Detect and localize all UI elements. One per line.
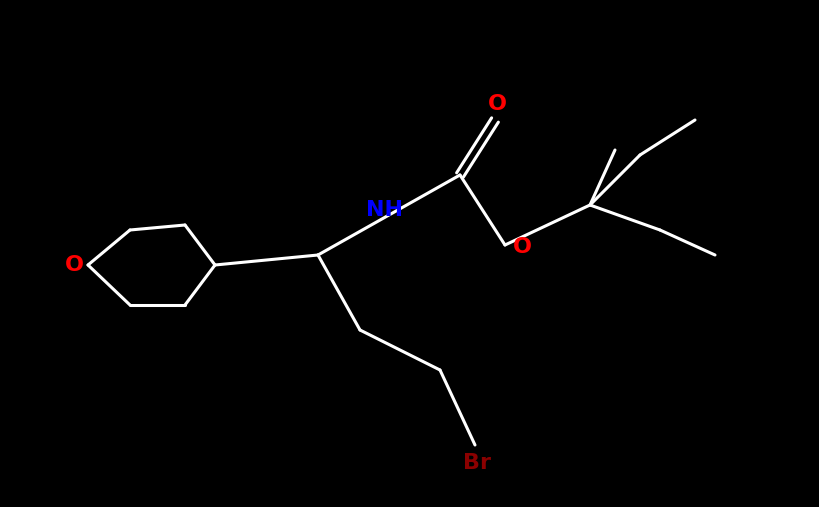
Text: NH: NH — [366, 200, 404, 220]
Text: O: O — [487, 94, 506, 114]
Text: O: O — [513, 237, 532, 257]
Text: Br: Br — [463, 453, 491, 473]
Text: O: O — [65, 255, 84, 275]
